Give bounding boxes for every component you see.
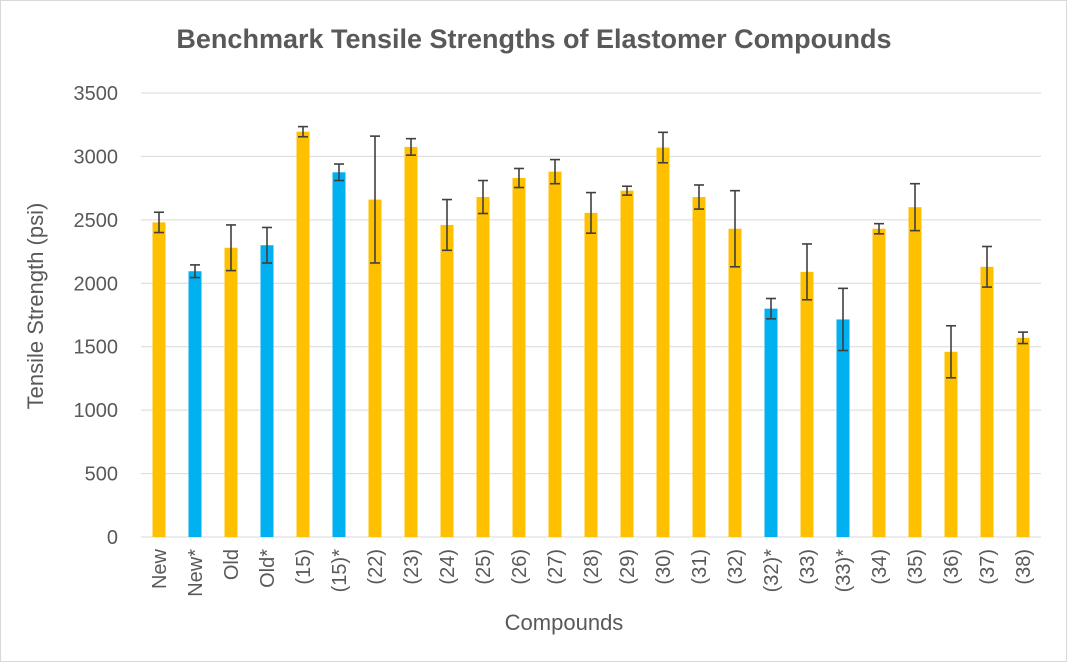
error-bar (982, 245, 992, 288)
x-tick-label: (32)* (761, 549, 783, 593)
chart-title: Benchmark Tensile Strengths of Elastomer… (176, 24, 891, 54)
error-bar (838, 287, 848, 352)
y-tick-label: 0 (107, 527, 118, 549)
error-bar (190, 264, 200, 279)
x-tick-label: (35) (905, 549, 927, 585)
y-tick-label: 2500 (74, 210, 119, 232)
bar (944, 351, 958, 537)
x-tick-label: (15)* (329, 549, 351, 593)
x-tick-label: (25) (473, 549, 495, 585)
bar (872, 228, 886, 538)
bar (476, 197, 490, 537)
y-tick-label: 500 (85, 464, 118, 486)
x-tick-label: (31) (689, 549, 711, 585)
bar (1016, 337, 1030, 537)
bar (800, 271, 814, 537)
error-bar (730, 189, 740, 268)
x-tick-label: Old (221, 549, 243, 580)
x-tick-label: (24) (437, 549, 459, 585)
x-tick-label: (29) (617, 549, 639, 585)
error-bar (262, 226, 272, 264)
error-bar (802, 243, 812, 301)
x-tick-label: (28) (581, 549, 603, 585)
bars (152, 131, 1030, 538)
error-bar (154, 211, 164, 234)
bar (764, 308, 778, 537)
error-bar (514, 167, 524, 189)
x-tick-label: (26) (509, 549, 531, 585)
x-tick-label: (34) (869, 549, 891, 585)
error-bar (406, 137, 416, 156)
error-bar (478, 179, 488, 215)
error-bar (658, 131, 668, 164)
bar (152, 222, 166, 537)
error-bar (766, 297, 776, 320)
x-tick-label: New (149, 548, 171, 589)
bar (548, 171, 562, 537)
error-bar (910, 182, 920, 232)
bar (260, 245, 274, 537)
x-tick-label: (36) (941, 549, 963, 585)
x-tick-label: (23) (401, 549, 423, 585)
error-bars (154, 125, 1028, 379)
x-tick-label: New* (185, 549, 207, 597)
y-tick-label: 2000 (74, 273, 119, 295)
x-tick-label: (32) (725, 549, 747, 585)
y-axis-ticks: 0 500 1000 1500 2000 2500 3000 3500 (74, 83, 119, 549)
x-tick-label: (33)* (833, 549, 855, 593)
bar (404, 146, 418, 537)
bar (296, 131, 310, 538)
y-tick-label: 3000 (74, 146, 119, 168)
error-bar (586, 191, 596, 234)
x-tick-label: (33) (797, 549, 819, 585)
x-tick-label: (38) (1013, 549, 1035, 585)
error-bar (442, 198, 452, 252)
x-axis-label: Compounds (505, 610, 624, 635)
bar (224, 247, 238, 537)
bar (620, 190, 634, 537)
y-tick-label: 1500 (74, 337, 119, 359)
bar (980, 266, 994, 537)
bar (656, 147, 670, 537)
x-tick-label: (22) (365, 549, 387, 585)
bar (368, 199, 382, 537)
error-bar (370, 135, 380, 264)
error-bar (298, 125, 308, 138)
bar (440, 224, 454, 537)
x-tick-label: Old* (257, 549, 279, 588)
bar (692, 197, 706, 537)
x-tick-label: (37) (977, 549, 999, 585)
x-tick-label: (30) (653, 549, 675, 585)
y-axis-label: Tensile Strength (psi) (23, 203, 48, 410)
error-bar (622, 185, 632, 196)
y-tick-label: 1000 (74, 400, 119, 422)
error-bar (226, 224, 236, 272)
x-tick-label: (27) (545, 549, 567, 585)
bar (728, 228, 742, 538)
y-tick-label: 3500 (74, 83, 119, 105)
error-bar (550, 158, 560, 185)
error-bar (334, 163, 344, 182)
error-bar (694, 184, 704, 210)
bar (584, 212, 598, 537)
error-bar (874, 222, 884, 235)
x-tick-label: (15) (293, 549, 315, 585)
error-bar (1018, 331, 1028, 345)
error-bar (946, 324, 956, 379)
bar (908, 207, 922, 537)
bar (836, 319, 850, 537)
bar (332, 172, 346, 538)
bar (512, 177, 526, 537)
bar (188, 271, 202, 537)
x-axis-ticks: New New* Old Old* (15) (15)* (22) (23) (24) (25) (… (149, 548, 1035, 596)
